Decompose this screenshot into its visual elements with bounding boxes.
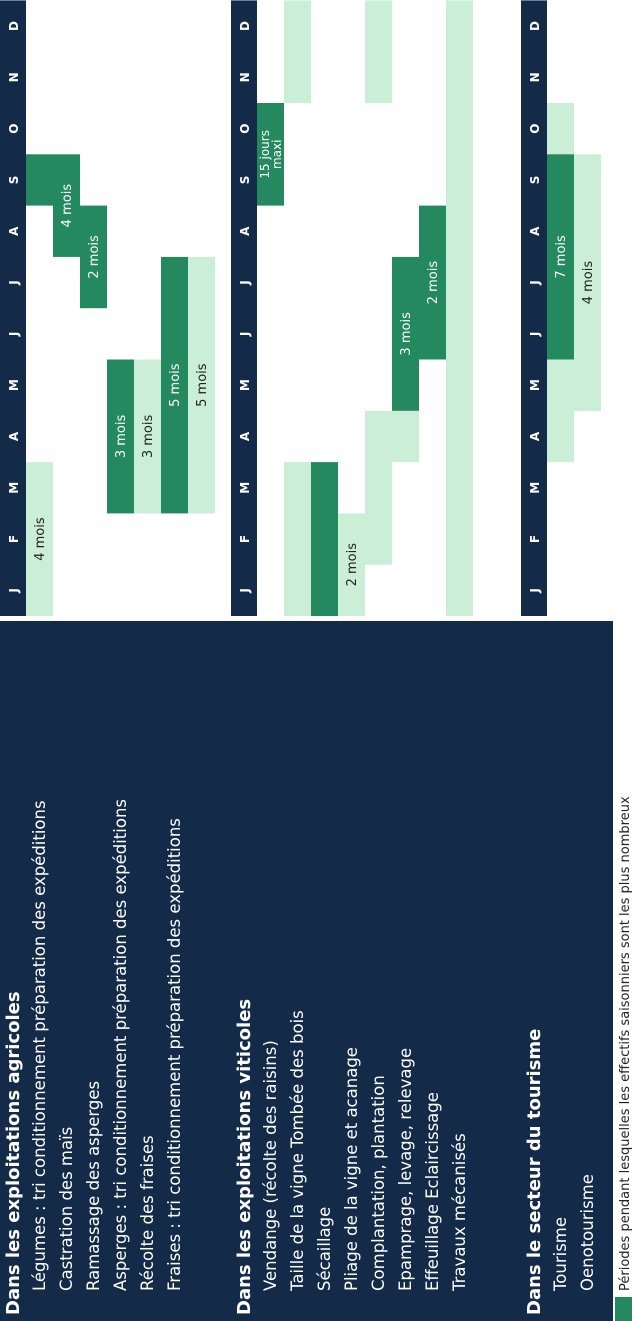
month-label: D (528, 21, 542, 31)
month-label: A (7, 431, 21, 441)
bar-label: 2 mois (345, 543, 360, 587)
month-label: M (7, 482, 21, 494)
label-panel (0, 621, 613, 1321)
row-label: Complantation, plantation (369, 1075, 388, 1291)
row-label: Récolte des fraises (138, 1135, 157, 1291)
month-label: M (238, 379, 252, 391)
row-label: Légumes : tri conditionnement préparatio… (30, 800, 49, 1291)
row-label: Tourisme (551, 1217, 570, 1292)
bar (188, 256, 215, 514)
bar (284, 462, 311, 616)
bar-label: 15 jours (258, 130, 272, 179)
month-label: J (528, 280, 542, 285)
month-label: J (238, 332, 252, 337)
bar (107, 359, 134, 514)
month-label: O (238, 124, 252, 134)
month-label: M (7, 379, 21, 391)
bar-label: 2 mois (87, 235, 102, 279)
month-label: N (528, 72, 542, 82)
bar (419, 205, 446, 360)
month-label: S (7, 176, 21, 185)
month-label: M (528, 482, 542, 494)
row-label: Ramassage des asperges (84, 1081, 103, 1291)
month-label: J (7, 588, 21, 593)
month-label: N (7, 72, 21, 82)
month-label: A (528, 226, 542, 236)
bar (53, 154, 80, 257)
bar-label: 3 mois (141, 415, 156, 459)
bar (26, 154, 53, 206)
bar (446, 0, 473, 616)
month-header (231, 0, 257, 616)
month-label: O (528, 124, 542, 134)
month-label: S (238, 176, 252, 185)
month-label: A (238, 226, 252, 236)
bar-label: 3 mois (114, 415, 129, 459)
bar (547, 154, 574, 360)
month-label: M (238, 482, 252, 494)
bar (574, 154, 601, 411)
month-label: M (528, 379, 542, 391)
bar (161, 256, 188, 514)
month-label: J (528, 588, 542, 593)
bar (134, 359, 161, 514)
month-label: A (7, 226, 21, 236)
legend-swatch (615, 1297, 632, 1321)
row-label: Epamprage, levage, relevage (396, 1048, 415, 1291)
month-label: S (528, 176, 542, 185)
month-label: A (238, 431, 252, 441)
month-label: F (7, 535, 21, 543)
section-title: Dans les exploitations viticoles (234, 999, 255, 1315)
row-label: Asperges : tri conditionnement préparati… (111, 799, 130, 1291)
row-label: Sécaillage (315, 1207, 334, 1291)
bar-label: 4 mois (581, 261, 596, 305)
row-label: Taille de la vigne Tombée des bois (288, 1010, 307, 1292)
bar (338, 513, 365, 616)
bar (365, 410, 392, 565)
row-label: Travaux mécanisés (450, 1133, 469, 1292)
month-label: J (528, 332, 542, 337)
month-label: F (528, 535, 542, 543)
bar (365, 0, 392, 103)
row-label: Fraises : tri conditionnement préparatio… (165, 818, 184, 1291)
month-header (521, 0, 547, 616)
section-title: Dans le secteur du tourisme (524, 1029, 545, 1315)
bar-label: maxi (270, 140, 284, 169)
bar-label: 5 mois (168, 363, 183, 407)
bar-label: 2 mois (426, 261, 441, 305)
row-label: Effeuillage Eclaircissage (423, 1092, 442, 1291)
month-label: D (238, 21, 252, 31)
bar-label: 7 mois (554, 235, 569, 279)
month-label: J (238, 280, 252, 285)
month-label: O (7, 124, 21, 134)
month-label: J (7, 332, 21, 337)
bar (284, 0, 311, 103)
row-label: Vendange (récolte des raisins) (261, 1040, 280, 1291)
section-title: Dans les exploitations agricoles (3, 991, 24, 1315)
bar (392, 256, 419, 411)
bar (311, 462, 338, 616)
bar (257, 102, 284, 206)
row-label: Pliage de la vigne et acanage (342, 1047, 361, 1291)
bar-label: 4 mois (33, 517, 48, 561)
month-label: F (238, 535, 252, 543)
month-label: J (238, 588, 252, 593)
legend-label: Périodes pendant lesquelles les effectif… (618, 796, 632, 1291)
row-label: Castration des maïs (57, 1127, 76, 1291)
month-header (0, 0, 26, 616)
bar (80, 205, 107, 309)
month-label: D (7, 21, 21, 31)
month-label: J (7, 280, 21, 285)
bar-label: 3 mois (399, 312, 414, 356)
bar-label: 4 mois (60, 184, 75, 228)
bar-label: 5 mois (195, 363, 210, 407)
bar (26, 462, 53, 616)
month-label: N (238, 72, 252, 82)
row-label: Oenotourisme (578, 1174, 597, 1291)
month-label: A (528, 431, 542, 441)
